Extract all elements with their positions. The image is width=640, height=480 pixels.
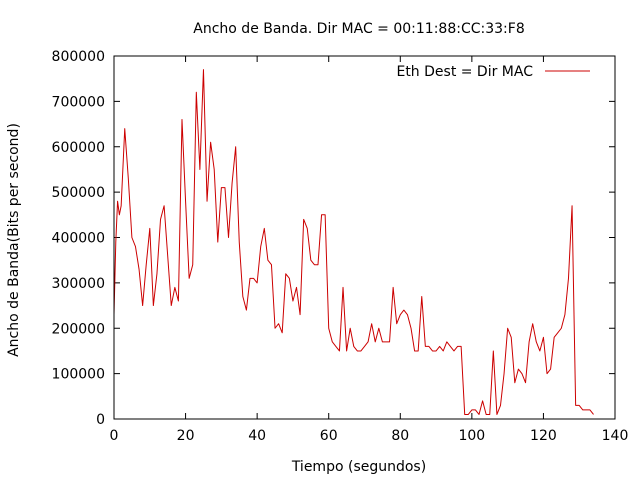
chart-title: Ancho de Banda. Dir MAC = 00:11:88:CC:33… [193,21,524,37]
x-axis-title: Tiempo (segundos) [291,459,426,475]
x-tick-label: 40 [248,428,266,444]
x-tick-label: 0 [110,428,119,444]
y-tick-label: 100000 [52,367,105,383]
x-tick-label: 20 [177,428,195,444]
y-tick-label: 500000 [52,185,105,201]
legend-label: Eth Dest = Dir MAC [396,64,533,80]
x-tick-label: 120 [530,428,557,444]
y-tick-label: 300000 [52,276,105,292]
y-tick-label: 800000 [52,49,105,65]
y-tick-label: 600000 [52,140,105,156]
x-tick-label: 140 [602,428,629,444]
legend: Eth Dest = Dir MAC [396,64,590,80]
y-tick-label: 200000 [52,321,105,337]
y-tick-label: 0 [96,412,105,428]
y-tick-label: 400000 [52,231,105,247]
x-axis-ticks: 0 20 40 60 80 100 120 140 [110,56,629,444]
series-layer [113,69,594,415]
series-line-0 [113,69,594,415]
x-tick-label: 60 [320,428,338,444]
x-tick-label: 80 [391,428,409,444]
x-tick-label: 100 [458,428,485,444]
y-axis-ticks: 0 100000 200000 300000 400000 500000 600000 700… [52,49,615,428]
y-tick-label: 700000 [52,94,105,110]
plot-frame [113,55,616,420]
y-axis-title: Ancho de Banda(Bits per second) [6,123,22,357]
